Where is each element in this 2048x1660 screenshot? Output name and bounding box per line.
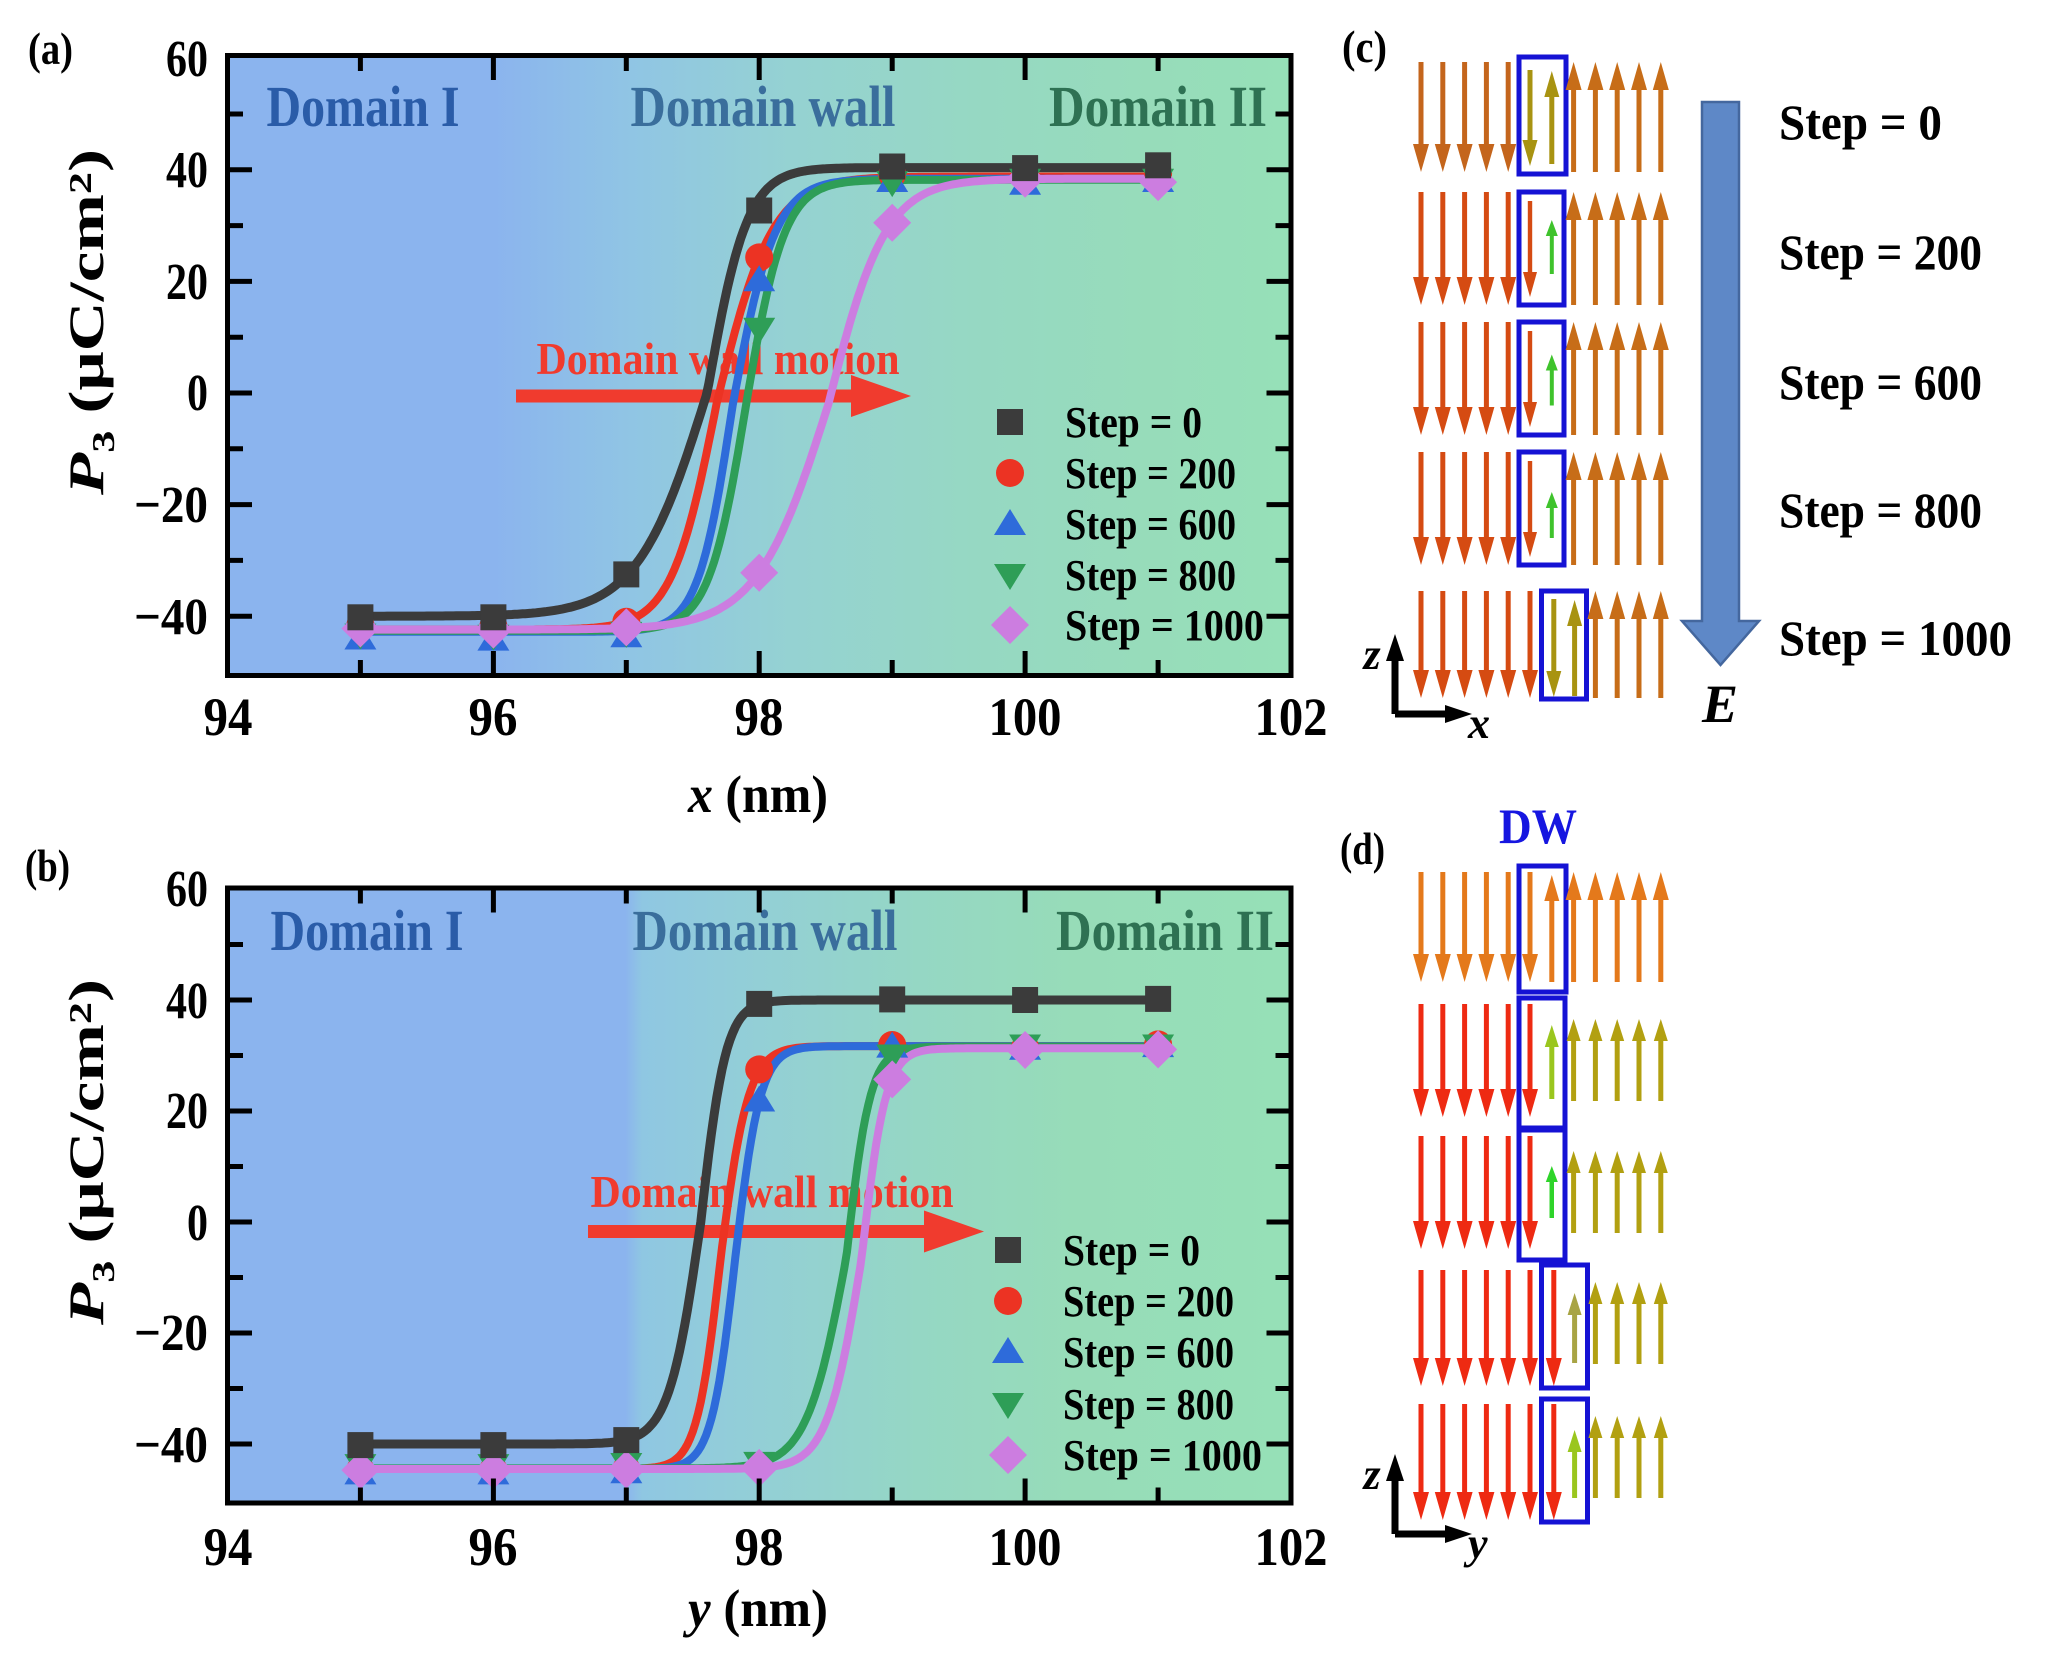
svg-text:(a): (a) [28, 23, 73, 74]
svg-text:DW: DW [1499, 798, 1577, 854]
svg-text:Step = 200: Step = 200 [1065, 449, 1236, 498]
svg-text:40: 40 [166, 142, 208, 199]
svg-text:E: E [1701, 674, 1738, 734]
svg-text:94: 94 [204, 687, 253, 747]
svg-text:60: 60 [166, 861, 208, 918]
svg-text:Step = 0: Step = 0 [1065, 398, 1202, 447]
svg-text:102: 102 [1255, 687, 1328, 747]
svg-text:(c): (c) [1342, 21, 1387, 72]
svg-text:96: 96 [469, 687, 518, 747]
svg-text:0: 0 [187, 365, 208, 422]
svg-text:(b): (b) [25, 840, 70, 891]
svg-text:(d): (d) [1340, 823, 1385, 874]
svg-text:Step = 800: Step = 800 [1065, 551, 1236, 600]
svg-text:Domain wall: Domain wall [633, 898, 898, 963]
svg-text:100: 100 [989, 687, 1062, 747]
svg-text:102: 102 [1255, 1517, 1328, 1577]
svg-text:Step = 600: Step = 600 [1779, 354, 1982, 410]
svg-text:Step = 1000: Step = 1000 [1063, 1431, 1262, 1480]
svg-text:−20: −20 [134, 1305, 208, 1362]
svg-text:Domain I: Domain I [267, 74, 460, 139]
svg-text:Step = 1000: Step = 1000 [1779, 610, 2012, 666]
svg-text:Step = 200: Step = 200 [1779, 224, 1982, 280]
svg-text:Step = 800: Step = 800 [1063, 1380, 1234, 1429]
svg-text:0: 0 [187, 1195, 208, 1252]
svg-text:−40: −40 [134, 589, 208, 646]
svg-text:−20: −20 [134, 477, 208, 534]
svg-text:y: y [1463, 1519, 1488, 1568]
svg-text:x: x [1467, 699, 1490, 748]
svg-text:z: z [1361, 630, 1380, 679]
svg-text:40: 40 [166, 973, 208, 1030]
svg-text:Step = 1000: Step = 1000 [1065, 601, 1264, 650]
svg-text:100: 100 [989, 1517, 1062, 1577]
svg-text:−40: −40 [134, 1417, 208, 1474]
svg-text:Step = 200: Step = 200 [1063, 1277, 1234, 1326]
svg-text:96: 96 [469, 1517, 518, 1577]
svg-text:60: 60 [166, 31, 208, 88]
svg-text:Domain II: Domain II [1056, 898, 1274, 963]
svg-text:20: 20 [166, 254, 208, 311]
svg-text:Domain wall: Domain wall [631, 74, 896, 139]
svg-text:98: 98 [735, 1517, 784, 1577]
svg-text:Step = 800: Step = 800 [1779, 482, 1982, 538]
svg-text:98: 98 [735, 687, 784, 747]
svg-text:20: 20 [166, 1083, 208, 1140]
svg-text:Step = 600: Step = 600 [1063, 1328, 1234, 1377]
svg-text:94: 94 [204, 1517, 253, 1577]
svg-text:Step = 600: Step = 600 [1065, 500, 1236, 549]
svg-text:x (nm): x (nm) [687, 766, 828, 824]
svg-text:Domain wall motion: Domain wall motion [591, 1166, 954, 1217]
svg-text:z: z [1361, 1450, 1380, 1499]
svg-text:Domain II: Domain II [1049, 74, 1267, 139]
svg-text:Step = 0: Step = 0 [1063, 1226, 1200, 1275]
svg-text:Domain I: Domain I [271, 898, 464, 963]
svg-text:Step = 0: Step = 0 [1779, 94, 1942, 150]
svg-text:y (nm): y (nm) [682, 1580, 828, 1638]
